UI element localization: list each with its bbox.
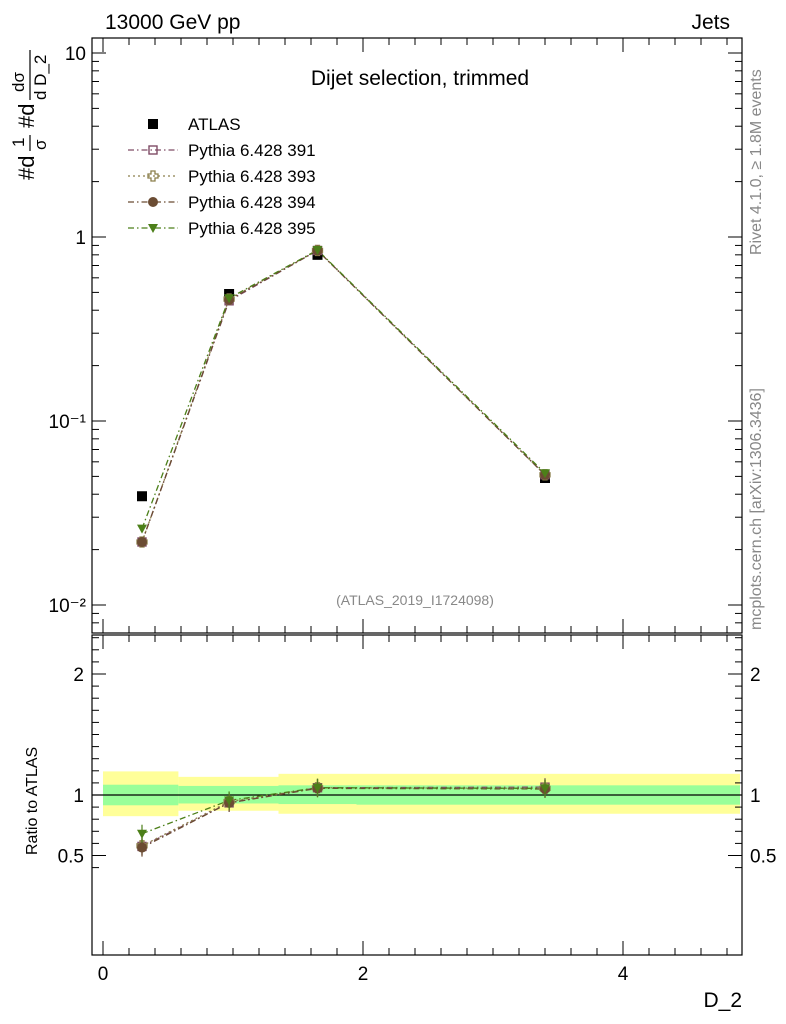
ratio-y-tick-label-left: 0.5	[58, 847, 84, 868]
atlas-data-point	[137, 491, 147, 502]
legend: ATLAS Pythia 6.428 391 Pythia 6.428 393 Pyt…	[128, 115, 316, 238]
ratio-y-tick-label-right: 2	[750, 665, 761, 686]
main-y-axis-label: #d 1 σ #d dσ d D_2	[9, 50, 50, 180]
ylabel-frac2-den: d D_2	[31, 55, 50, 100]
pythia-395-point	[312, 783, 323, 793]
y-tick-label: 10⁻¹	[49, 412, 87, 433]
pythia-395-point	[224, 294, 235, 304]
ratio-y-tick-label-right: 0.5	[750, 847, 776, 868]
ratio-y-axis-label: Ratio to ATLAS	[24, 747, 41, 855]
ratio-y-tick-label-right: 1	[750, 786, 761, 807]
series-line	[141, 249, 546, 529]
main-plot-panel: 10⁻² 10⁻¹ 1 10 ATLAS Pythia 6.428 391 Pythia …	[49, 37, 743, 634]
x-tick-label: 4	[618, 964, 629, 985]
ratio-series-line	[141, 787, 546, 849]
pythia-395-point	[137, 829, 147, 839]
ratio-series-line	[141, 787, 546, 835]
mcplots-label: mcplots.cern.ch [arXiv:1306.3436]	[748, 388, 765, 630]
ylabel-frac2-num: dσ	[9, 72, 28, 92]
x-axis-label: D_2	[703, 989, 742, 1012]
pythia-391-point	[148, 145, 158, 155]
legend-label: Pythia 6.428 394	[188, 193, 316, 212]
header-left-label: 13000 GeV pp	[105, 11, 240, 34]
pythia-395-point	[312, 245, 323, 255]
ylabel-prefix2: #d	[14, 104, 39, 128]
ylabel-frac1-num: 1	[9, 138, 28, 147]
legend-label: Pythia 6.428 393	[188, 167, 316, 186]
legend-label: Pythia 6.428 395	[188, 219, 316, 238]
series-line	[141, 249, 546, 543]
ylabel-prefix1: #d	[14, 156, 39, 180]
pythia-395-point	[148, 224, 158, 233]
header-right-label: Jets	[691, 11, 730, 34]
y-tick-label: 10	[65, 44, 86, 65]
analysis-id-label: (ATLAS_2019_I1724098)	[336, 592, 494, 608]
pythia-393-point	[147, 170, 159, 182]
atlas-data-point	[148, 119, 158, 129]
ratio-y-tick-label-left: 2	[73, 665, 84, 686]
y-tick-label: 1	[75, 228, 86, 249]
ratio-y-tick-label-left: 1	[73, 786, 84, 807]
rivet-label: Rivet 4.1.0, ≥ 1.8M events	[748, 69, 765, 255]
main-frame	[91, 37, 743, 634]
pythia-395-point	[540, 469, 550, 479]
ylabel-frac1-den: σ	[31, 139, 50, 150]
pythia-394-point	[137, 536, 147, 547]
series-line	[141, 249, 546, 543]
x-tick-label: 2	[358, 964, 369, 985]
pythia-395-point	[137, 524, 147, 534]
legend-label: ATLAS	[188, 115, 241, 134]
series-line	[141, 249, 546, 543]
pythia-395-point	[540, 784, 550, 794]
pythia-395-point	[224, 796, 235, 806]
main-plot-title: Dijet selection, trimmed	[311, 67, 529, 90]
pythia-394-point	[148, 197, 158, 207]
x-tick-label: 0	[98, 964, 109, 985]
ratio-plot-panel: 0.5 0.5 1 1 2 2 0 2 4	[58, 634, 776, 985]
y-tick-label: 10⁻²	[49, 596, 87, 617]
pythia-394-point	[137, 842, 147, 853]
legend-label: Pythia 6.428 391	[188, 141, 316, 160]
